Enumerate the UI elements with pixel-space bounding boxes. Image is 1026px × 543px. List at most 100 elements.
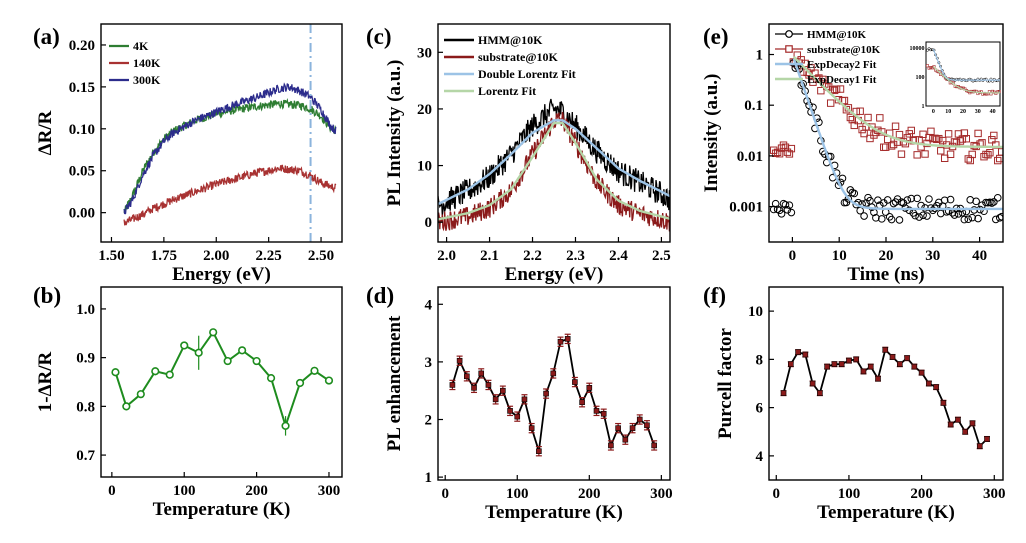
data-point — [889, 140, 898, 149]
data-point — [897, 150, 906, 158]
y-tick-label: 0.8 — [76, 399, 95, 415]
data-point — [324, 376, 334, 385]
data-point — [785, 150, 794, 158]
data-point — [600, 410, 607, 417]
data-point — [608, 442, 614, 449]
data-point — [947, 421, 954, 428]
data-point — [122, 402, 131, 411]
x-tick-label: 0 — [108, 483, 116, 499]
data-point — [986, 149, 994, 157]
plot-area-a — [123, 24, 337, 242]
data-point — [874, 126, 882, 134]
inset-point — [929, 48, 933, 52]
inset-y-tick: 1 — [922, 104, 925, 110]
data-point — [579, 399, 585, 406]
series-line — [792, 58, 1003, 211]
y-axis-label: Intensity (a.u.) — [701, 74, 722, 193]
inset-fit-line — [932, 66, 1000, 94]
series-line — [123, 82, 337, 215]
inset-frame — [925, 41, 1001, 107]
panel-e: HMM@10K substrate@10K ExpDecay2 Fit ExpDeca… — [701, 23, 1004, 285]
x-tick-label: 2.4 — [609, 248, 628, 264]
data-point — [521, 396, 528, 403]
data-point — [507, 408, 513, 414]
x-tick-label: 2.3 — [566, 248, 585, 264]
y-axis-label: Purcell factor — [715, 327, 736, 439]
legend-label: HMM@10K — [478, 33, 543, 47]
data-point — [895, 216, 904, 224]
series-line — [438, 98, 670, 216]
x-axis-label: Time (ns) — [847, 264, 924, 285]
x-tick-label: 300 — [983, 486, 1006, 502]
data-point — [485, 382, 492, 388]
data-point — [793, 51, 801, 59]
legend-marker — [785, 30, 793, 38]
data-point — [954, 130, 963, 138]
data-point — [944, 207, 953, 215]
data-point — [883, 196, 892, 204]
inset-x-tick: 40 — [990, 109, 996, 115]
series-line — [451, 337, 655, 452]
data-point — [897, 361, 903, 368]
series-line — [782, 347, 988, 448]
x-axis-label: Energy (eV) — [172, 264, 271, 285]
data-point — [994, 156, 1002, 165]
legend-label: 300K — [133, 73, 161, 87]
x-tick-label: 0 — [773, 486, 781, 502]
data-point — [931, 134, 939, 143]
data-point — [882, 346, 889, 353]
data-point — [968, 150, 976, 159]
legend-label: ExpDecay1 Fit — [807, 74, 877, 86]
data-point — [817, 390, 823, 396]
data-point — [819, 75, 827, 84]
data-point — [918, 369, 925, 376]
x-tick-label: 1.75 — [151, 248, 177, 264]
data-point — [980, 153, 988, 161]
axis-frame — [437, 23, 671, 243]
data-point — [832, 85, 841, 93]
data-point — [960, 129, 969, 137]
x-tick-label: 2.0 — [437, 248, 456, 264]
data-point — [817, 86, 825, 95]
data-point — [954, 210, 963, 218]
data-point — [464, 373, 470, 380]
x-tick-label: 2.25 — [256, 248, 282, 264]
data-point — [864, 113, 872, 122]
x-tick-label: 2.50 — [308, 248, 334, 264]
data-point — [946, 195, 955, 204]
data-point — [925, 195, 933, 203]
data-point — [836, 85, 845, 93]
y-tick-label: 0.001 — [729, 200, 763, 216]
data-point — [876, 114, 884, 122]
data-point — [891, 122, 900, 130]
data-point — [956, 137, 965, 145]
data-point — [281, 421, 290, 430]
panel-c: HMM@10K substrate@10K Double Lorentz Fit Lo… — [366, 23, 671, 285]
data-point — [787, 144, 796, 153]
data-point — [940, 154, 949, 163]
y-axis-label: 1-ΔR/R — [35, 351, 56, 412]
y-tick-label: 0.20 — [69, 38, 95, 54]
data-point — [773, 148, 782, 157]
data-point — [915, 213, 923, 221]
data-point — [880, 143, 888, 151]
y-tick-label: 20 — [417, 102, 432, 118]
data-point — [471, 385, 477, 391]
x-tick-label: 300 — [318, 483, 341, 499]
inset-x-tick: 0 — [932, 109, 935, 115]
data-point — [846, 113, 855, 122]
data-point — [536, 448, 542, 454]
x-tick-label: 200 — [245, 483, 268, 499]
plot-area-d — [449, 333, 658, 457]
data-point — [807, 64, 815, 72]
y-tick-label: 2 — [425, 413, 433, 429]
data-point — [783, 205, 792, 214]
y-tick-label: 0.7 — [76, 448, 95, 464]
legend-label: substrate@10K — [807, 44, 881, 56]
y-tick-label: 10 — [417, 159, 432, 175]
data-point — [586, 385, 593, 391]
data-point — [838, 361, 845, 368]
data-point — [564, 336, 571, 342]
x-tick-label: 100 — [173, 483, 196, 499]
data-point — [990, 131, 998, 140]
